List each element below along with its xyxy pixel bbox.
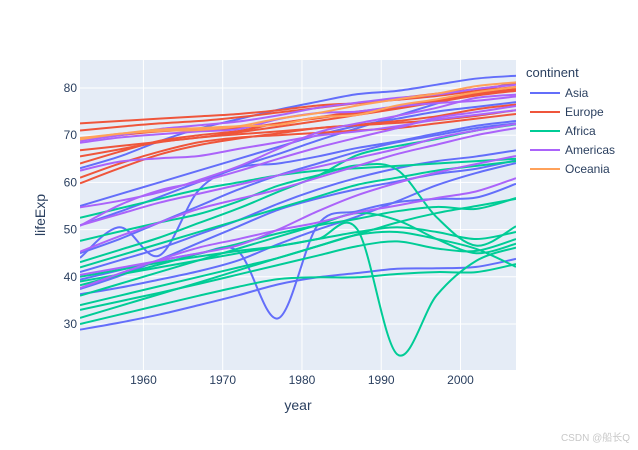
- data-line: [80, 211, 516, 297]
- data-line: [80, 149, 516, 274]
- data-line: [80, 197, 516, 287]
- data-line: [80, 109, 516, 172]
- data-line: [80, 93, 516, 209]
- legend-title: continent: [526, 65, 579, 80]
- y-tick-label: 60: [64, 175, 78, 189]
- data-line: [80, 263, 516, 325]
- y-tick-label: 50: [64, 223, 78, 237]
- legend-item-europe[interactable]: Europe: [530, 105, 604, 119]
- x-axis-title: year: [284, 397, 312, 413]
- x-tick-label: 2000: [447, 373, 474, 387]
- data-line: [80, 127, 516, 253]
- legend-item-africa[interactable]: Africa: [530, 124, 596, 138]
- y-tick-label: 40: [64, 270, 78, 284]
- data-line: [80, 257, 516, 331]
- legend-item-oceania[interactable]: Oceania: [530, 162, 610, 176]
- data-lines: [80, 74, 516, 357]
- data-line: [80, 103, 516, 158]
- legend-label: Asia: [565, 86, 589, 100]
- legend-label: Europe: [565, 105, 604, 119]
- y-axis-ticks: 30 40 50 60 70 80: [64, 81, 78, 331]
- data-line: [80, 157, 516, 219]
- data-line: [80, 112, 516, 179]
- data-line: [80, 120, 516, 259]
- data-line: [80, 162, 516, 296]
- x-tick-label: 1980: [289, 373, 316, 387]
- legend-item-asia[interactable]: Asia: [530, 86, 589, 100]
- x-tick-label: 1960: [130, 373, 157, 387]
- data-line: [80, 226, 516, 283]
- watermark: CSDN @船长Q: [560, 433, 630, 444]
- legend-label: Americas: [565, 143, 615, 157]
- series-oceania: [80, 81, 516, 141]
- legend-label: Africa: [565, 124, 596, 138]
- x-axis-ticks: 1960 1970 1980 1990 2000: [130, 373, 474, 387]
- data-line: [80, 122, 516, 227]
- y-tick-label: 80: [64, 81, 78, 95]
- data-line: [80, 86, 516, 140]
- data-line: [80, 197, 516, 307]
- legend-item-americas[interactable]: Americas: [530, 143, 615, 157]
- y-axis-title: lifeExp: [32, 194, 48, 236]
- data-line: [80, 177, 516, 290]
- data-line: [80, 86, 516, 125]
- data-line: [80, 104, 516, 227]
- y-tick-label: 70: [64, 128, 78, 142]
- y-tick-label: 30: [64, 317, 78, 331]
- data-line: [80, 238, 516, 311]
- legend-label: Oceania: [565, 162, 610, 176]
- data-line: [80, 81, 516, 141]
- data-line: [80, 160, 516, 269]
- x-tick-label: 1990: [368, 373, 395, 387]
- x-tick-label: 1970: [209, 373, 236, 387]
- legend: continent Asia Europe Africa Americas Oceani…: [526, 65, 615, 176]
